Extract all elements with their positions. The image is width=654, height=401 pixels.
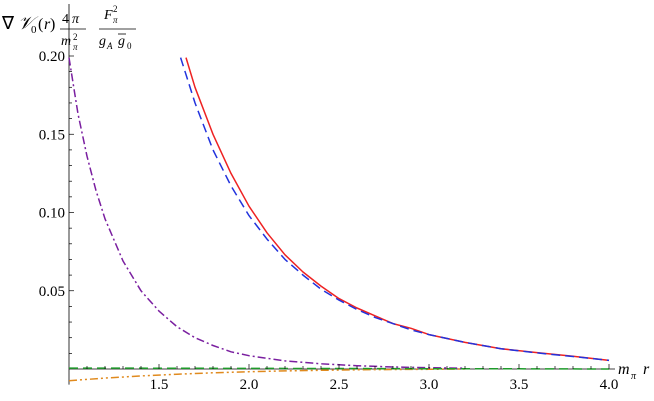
y-tick-label: 0.15 [39,127,65,143]
svg-text:A: A [106,41,113,51]
x-tick-label: 1.5 [150,377,169,393]
svg-text:π: π [72,12,80,27]
svg-text:π: π [73,42,78,52]
svg-text:m: m [618,361,630,378]
svg-text:): ) [50,16,55,33]
y-axis-label: ∇ 𝒱 0 ( r ) 4 π m π 2 F π 2 g A g 0 [1,4,136,52]
x-tick-label: 4.0 [600,377,619,393]
svg-text:m: m [61,34,71,49]
y-tick-label: 0.10 [39,206,65,222]
svg-text:r: r [44,16,51,33]
svg-text:0: 0 [31,24,37,36]
svg-text:F: F [103,8,113,23]
svg-text:r: r [643,361,650,378]
x-tick-label: 2.5 [330,377,349,393]
svg-text:π: π [113,15,118,25]
svg-text:(: ( [38,16,43,33]
svg-text:g: g [99,34,106,49]
svg-text:2: 2 [73,32,78,42]
x-tick-label: 2.0 [240,377,259,393]
y-tick-label: 0.05 [39,284,65,300]
series-line-4 [68,368,466,382]
svg-text:4: 4 [62,12,69,27]
series-line-2 [179,57,610,362]
svg-text:2: 2 [113,4,118,14]
series-line-3 [68,57,466,369]
series-line-1 [185,57,610,362]
svg-text:g: g [118,34,125,49]
svg-text:π: π [631,371,637,382]
svg-text:∇: ∇ [1,13,15,33]
x-axis-label: m π r [618,361,650,382]
x-tick-label: 3.0 [420,377,439,393]
svg-text:0: 0 [127,41,132,51]
x-tick-label: 3.5 [510,377,529,393]
series-group [68,57,610,382]
axes [68,4,615,385]
y-tick-label: 0.20 [39,49,65,65]
ticks-group: 1.5 2.0 2.5 3.0 3.5 4.0 0.05 0.10 0.15 0.20 [39,49,619,393]
